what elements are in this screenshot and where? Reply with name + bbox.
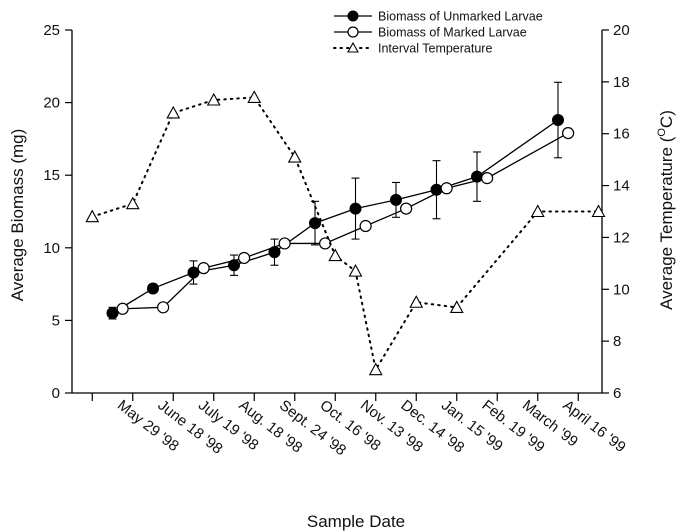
data-point-open bbox=[197, 262, 210, 275]
legend-marker-open-circle bbox=[347, 26, 359, 38]
left-y-tick-label: 15 bbox=[43, 167, 60, 184]
legend-label: Interval Temperature bbox=[378, 42, 492, 56]
data-point-triangle bbox=[247, 90, 262, 103]
axes: 0 5 10 15 20 25 6 8 10 12 14 16 18 20 bbox=[43, 22, 629, 402]
right-y-tick-label: 12 bbox=[613, 229, 630, 246]
data-point-open bbox=[319, 237, 332, 250]
data-point-filled bbox=[228, 259, 240, 272]
left-y-axis-title: Average Biomass (mg) bbox=[8, 129, 27, 302]
data-point-open bbox=[278, 237, 291, 250]
data-point-open bbox=[238, 251, 251, 265]
data-point-triangle bbox=[166, 105, 181, 119]
left-y-tick-label: 5 bbox=[52, 312, 60, 329]
data-point-open bbox=[359, 219, 372, 233]
data-point-filled bbox=[106, 307, 119, 320]
data-point-triangle bbox=[125, 196, 140, 210]
legend-label: Biomass of Marked Larvae bbox=[378, 26, 527, 40]
right-y-tick-label: 16 bbox=[613, 126, 630, 143]
right-y-tick-label: 8 bbox=[613, 333, 621, 350]
left-y-tick-label: 25 bbox=[43, 22, 60, 39]
data-point-triangle bbox=[449, 300, 464, 313]
legend: Biomass of Unmarked Larvae Biomass of Mar… bbox=[333, 10, 543, 56]
right-y-tick-label: 20 bbox=[613, 22, 630, 39]
data-point-filled bbox=[147, 282, 159, 295]
series-line bbox=[112, 119, 559, 314]
right-y-axis-title: Average Temperature (OC) bbox=[656, 110, 676, 310]
data-point-open bbox=[481, 172, 494, 185]
data-point-triangle bbox=[591, 204, 606, 218]
data-point-triangle bbox=[530, 204, 545, 218]
data-point-triangle bbox=[85, 209, 100, 223]
data-point-triangle bbox=[348, 263, 363, 277]
right-y-axis-title-prefix: Average Temperature ( bbox=[657, 136, 676, 310]
x-axis-title: Sample Date bbox=[307, 512, 405, 531]
data-point-filled bbox=[309, 217, 321, 230]
data-point-open bbox=[562, 126, 575, 140]
data-point-filled bbox=[349, 202, 362, 215]
right-y-tick-label: 6 bbox=[613, 385, 621, 402]
data-point-triangle bbox=[409, 295, 424, 308]
data-point-filled bbox=[390, 193, 402, 206]
legend-label: Biomass of Unmarked Larvae bbox=[378, 10, 543, 24]
data-point-open bbox=[400, 202, 413, 215]
right-y-tick-label: 18 bbox=[613, 74, 630, 91]
right-y-axis-title-superscript: O bbox=[656, 128, 668, 137]
data-point-filled bbox=[552, 114, 564, 127]
legend-marker-filled-circle bbox=[347, 10, 359, 22]
data-point-open bbox=[440, 182, 453, 195]
series-line bbox=[91, 96, 600, 373]
series-open-circle bbox=[116, 126, 575, 315]
data-point-triangle bbox=[328, 248, 343, 262]
series-layer bbox=[85, 81, 606, 376]
right-y-tick-label: 10 bbox=[613, 281, 630, 298]
series-open-triangle bbox=[85, 90, 606, 376]
legend-marker-triangle bbox=[347, 41, 359, 53]
data-point-filled bbox=[187, 266, 200, 279]
left-y-tick-label: 20 bbox=[43, 95, 60, 112]
data-point-triangle bbox=[368, 362, 383, 376]
data-point-triangle bbox=[287, 149, 302, 163]
data-point-open bbox=[157, 301, 170, 314]
left-y-tick-label: 0 bbox=[52, 385, 60, 402]
right-y-tick-label: 14 bbox=[613, 178, 630, 195]
data-point-triangle bbox=[206, 92, 221, 106]
left-y-tick-label: 10 bbox=[43, 240, 60, 257]
data-point-open bbox=[116, 302, 129, 315]
right-y-axis-title-suffix: C) bbox=[657, 110, 676, 128]
